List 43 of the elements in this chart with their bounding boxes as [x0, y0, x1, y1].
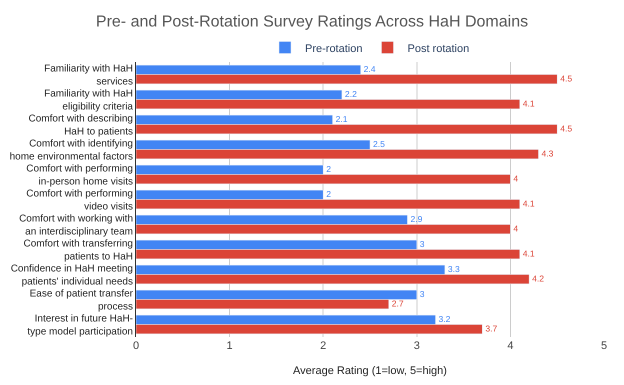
data-label: 3: [420, 289, 425, 300]
data-label: 2: [326, 164, 332, 174]
data-label: 2.4: [364, 64, 376, 74]
data-label: 3.2: [438, 314, 451, 324]
y-tick-label: Comfort with performing video visits: [26, 188, 133, 212]
data-label: 4: [513, 224, 518, 234]
y-tick-label: Comfort with identifying home environmental factors: [10, 138, 133, 162]
data-label: 4.3: [541, 148, 554, 159]
x-tick-label: 5: [600, 340, 608, 352]
y-tick-label: Comfort with describing HaH to patients: [28, 114, 133, 138]
data-label: 4.5: [560, 124, 572, 134]
data-label: 2.5: [373, 139, 386, 150]
data-label: 4.2: [532, 274, 544, 284]
y-tick-label: Confidence in HaH meeting patients' individual needs: [10, 264, 133, 288]
x-tick-label: 0: [132, 340, 140, 352]
data-label: 4.5: [560, 74, 572, 84]
data-label: 4.1: [522, 98, 535, 109]
x-tick-label: 3: [414, 340, 420, 352]
y-tick-label: Comfort with working with an interdisciplinary team: [19, 214, 133, 238]
x-tick-label: 1: [226, 340, 233, 352]
data-label: 4.1: [522, 248, 535, 259]
chart-title: Pre- and Post-Rotation Survey Ratings Across HaH Domains: [96, 14, 528, 31]
x-tick-label: 2: [320, 340, 326, 352]
y-tick-label: Ease of patient transfer process: [30, 288, 134, 312]
data-label: 2.9: [410, 214, 423, 224]
y-tick-label: Familiarity with HaH eligibility criteria: [44, 88, 134, 112]
data-label: 3.3: [448, 264, 460, 274]
data-label: 3.7: [485, 324, 498, 334]
y-tick-label: Interest in future HaH-type model participation: [27, 314, 133, 338]
data-label: 4.1: [522, 198, 535, 209]
y-tick-label: Comfort with transferring patients to HaH: [24, 238, 133, 262]
data-label: 2: [326, 189, 332, 200]
x-tick-label: 4: [507, 340, 514, 352]
data-label: 4: [513, 174, 518, 184]
data-label: 2.1: [336, 114, 348, 124]
y-tick-label: Comfort with performing in-person home visits: [26, 164, 133, 188]
data-label: 3: [420, 239, 425, 250]
legend-label: Pre-rotation: [305, 42, 362, 55]
data-label: 2.7: [392, 298, 404, 309]
x-axis-title: Average Rating (1=low, 5=high): [293, 365, 447, 378]
y-tick-label: Familiarity with HaH services: [44, 64, 133, 88]
legend-label: Post rotation: [407, 42, 470, 55]
data-label: 2.2: [344, 89, 358, 100]
